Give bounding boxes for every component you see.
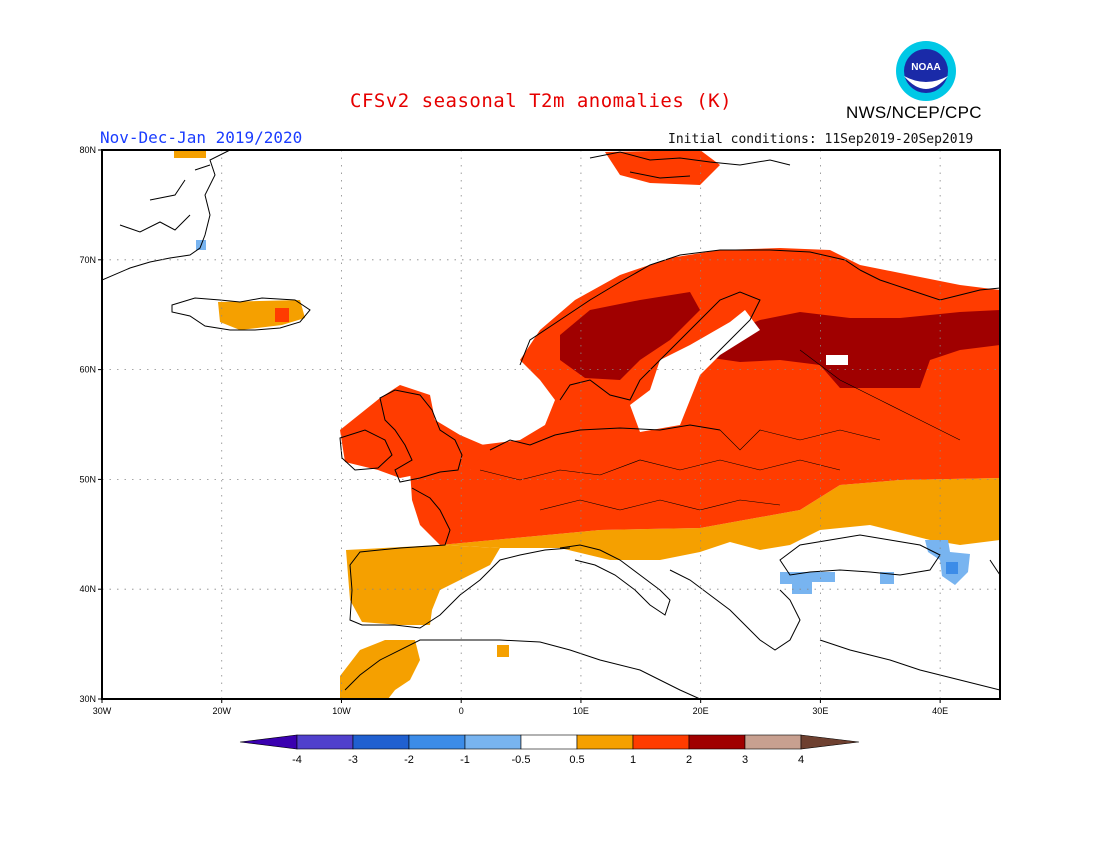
- lon-tick-label: 10W: [332, 706, 351, 716]
- anomaly-region-iberia: [346, 545, 500, 625]
- colorbar-swatch: [352, 734, 410, 750]
- colorbar-swatch: [520, 734, 578, 750]
- map-frame: [101, 149, 1001, 700]
- noaa-logo-icon: NOAA: [896, 41, 956, 101]
- coast-greenland-fjords: [119, 164, 211, 233]
- anomaly-region-british-isles: [340, 385, 488, 478]
- colorbar-tick-label: 1: [630, 754, 636, 766]
- colorbar-swatch: [576, 734, 634, 750]
- anomaly-patch-africa-small: [497, 645, 509, 657]
- colorbar-swatch: [688, 734, 746, 750]
- colorbar-arrow-high: [800, 734, 860, 750]
- forecast-period: Nov-Dec-Jan 2019/2020: [100, 128, 303, 147]
- anomaly-patch-neg-east: [880, 572, 894, 584]
- initial-conditions: Initial conditions: 11Sep2019-20Sep2019: [668, 132, 974, 147]
- anomaly-region-north-africa: [340, 640, 420, 699]
- anomaly-gap-baltic: [630, 310, 760, 432]
- anomaly-patch-neg-anatolia: [780, 572, 835, 594]
- anomaly-region-scandinavia-dark: [560, 292, 700, 380]
- border-countries: [479, 349, 961, 511]
- colorbar-tick-label: -4: [292, 754, 302, 766]
- colorbar-tick-label: -2: [404, 754, 414, 766]
- colorbar-arrow-low: [239, 734, 298, 750]
- coast-greenland: [102, 150, 231, 281]
- logo-text: NOAA: [911, 62, 940, 73]
- lon-tick-label: 0: [459, 706, 464, 716]
- colorbar-swatch: [632, 734, 690, 750]
- colorbar-swatch: [464, 734, 522, 750]
- colorbar-tick-label: -1: [460, 754, 470, 766]
- coast-balkans-greece: [669, 569, 801, 651]
- anomaly-patch-neg-caucasus-core: [946, 562, 958, 574]
- lon-tick-label: 10E: [573, 706, 589, 716]
- longitude-axis: 30W 20W 10W 0 10E 20E 30E 40E: [93, 699, 948, 716]
- lat-tick-label: 70N: [79, 255, 96, 265]
- coast-black-sea: [779, 534, 941, 576]
- anomaly-region-russia-dark: [710, 310, 1000, 388]
- colorbar-swatch: [296, 734, 354, 750]
- lat-tick-label: 30N: [79, 694, 96, 704]
- colorbar-tick-label: 0.5: [569, 754, 584, 766]
- colorbar: -4 -3 -2 -1 -0.5 0.5 1 2 3 4: [239, 734, 860, 766]
- coast-svalbard: [589, 151, 791, 179]
- coast-iceland: [171, 297, 311, 331]
- anomaly-region-svalbard: [605, 150, 720, 185]
- graticule: [102, 150, 1000, 699]
- lat-tick-label: 40N: [79, 584, 96, 594]
- anomaly-region-iceland: [218, 300, 305, 330]
- anomaly-gap-russia: [826, 355, 848, 365]
- latitude-axis: 30N 40N 50N 60N 70N 80N: [79, 145, 102, 704]
- agency-label: NWS/NCEP/CPC: [846, 103, 982, 122]
- coastlines: [102, 150, 1000, 699]
- anomaly-patch-greenland: [174, 150, 206, 158]
- coast-ireland: [339, 429, 393, 471]
- anomaly-region-southern-band: [440, 478, 1000, 560]
- coast-north-africa: [344, 639, 1000, 699]
- lat-tick-label: 80N: [79, 145, 96, 155]
- lat-tick-label: 50N: [79, 474, 96, 484]
- colorbar-tick-label: -0.5: [512, 754, 531, 766]
- coast-italy: [559, 544, 671, 616]
- anomaly-patch-iceland-red: [275, 308, 289, 322]
- chart-title: CFSv2 seasonal T2m anomalies (K): [350, 90, 733, 112]
- coast-caspian: [989, 559, 1000, 576]
- colorbar-swatch: [408, 734, 466, 750]
- lon-tick-label: 20W: [212, 706, 231, 716]
- lat-tick-label: 60N: [79, 365, 96, 375]
- colorbar-tick-label: 3: [742, 754, 748, 766]
- lon-tick-label: 20E: [693, 706, 709, 716]
- coast-europe-west: [349, 424, 721, 629]
- colorbar-tick-label: 2: [686, 754, 692, 766]
- anomaly-shading: [174, 150, 1000, 699]
- lon-tick-label: 30W: [93, 706, 112, 716]
- lon-tick-label: 30E: [812, 706, 828, 716]
- colorbar-tick-label: -3: [348, 754, 358, 766]
- coast-great-britain: [379, 389, 463, 483]
- colorbar-tick-label: 4: [798, 754, 804, 766]
- lon-tick-label: 40E: [932, 706, 948, 716]
- colorbar-swatch: [744, 734, 802, 750]
